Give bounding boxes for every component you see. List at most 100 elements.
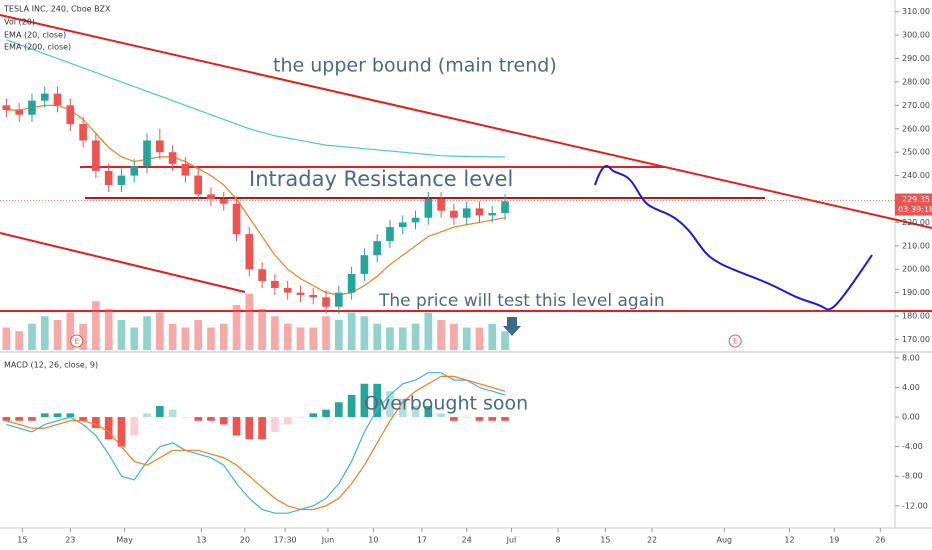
- candle-body: [168, 152, 177, 164]
- macd-histogram-bar: [450, 417, 458, 421]
- candle-body: [360, 255, 369, 274]
- annotation: Overbought soon: [364, 393, 528, 415]
- macd-histogram-bar: [462, 417, 471, 418]
- x-tick-label: 19: [829, 536, 839, 545]
- candle-body: [322, 297, 330, 307]
- x-tick-label: 15: [17, 536, 27, 545]
- volume-bar: [155, 312, 164, 350]
- volume-bar: [360, 316, 369, 350]
- macd-histogram-bar: [40, 413, 49, 418]
- macd-histogram-bar: [194, 417, 203, 421]
- candle-body: [2, 105, 11, 111]
- macd-histogram-bar: [79, 417, 87, 421]
- volume-bar: [130, 327, 139, 350]
- x-tick-label: 22: [647, 536, 657, 545]
- trend-line: [0, 232, 246, 293]
- macd-histogram-bar: [53, 413, 62, 418]
- volume-bar: [475, 327, 484, 350]
- macd-histogram-bar: [28, 417, 36, 421]
- candle-body: [475, 208, 484, 216]
- volume-bar: [207, 327, 215, 350]
- signal-line: [6, 375, 506, 511]
- candle-body: [143, 140, 151, 167]
- candle-body: [117, 175, 126, 185]
- ema-line: [6, 39, 506, 158]
- y2-tick-label: 0.00: [902, 413, 920, 422]
- volume-bar: [322, 316, 330, 350]
- arrow-icon: [503, 317, 521, 336]
- candle-body: [450, 210, 458, 218]
- x-tick-label: May: [116, 536, 133, 545]
- x-tick-label: 17:30: [274, 536, 297, 545]
- macd-histogram-bar: [207, 417, 215, 421]
- x-tick-label: 17: [417, 536, 427, 545]
- volume-bar: [15, 331, 24, 350]
- x-tick-label: Jul: [506, 536, 517, 545]
- volume-bar: [488, 323, 497, 350]
- y-tick-label: 170.00: [902, 335, 930, 344]
- indicator-label: EMA (20, close): [4, 31, 66, 40]
- candle-body: [28, 100, 36, 115]
- macd-histogram-bar: [488, 417, 497, 421]
- countdown-label: 03:39:18: [898, 205, 932, 214]
- y-tick-label: 300.00: [902, 31, 930, 40]
- macd-histogram-bar: [232, 417, 241, 436]
- candle-body: [219, 198, 228, 204]
- volume-bar: [53, 320, 62, 350]
- x-tick-label: 10: [368, 536, 378, 545]
- ema-line: [6, 104, 506, 296]
- last-price-label: 229.35: [902, 195, 930, 204]
- volume-bar: [181, 327, 190, 350]
- y-tick-label: 280.00: [902, 77, 930, 86]
- macd-histogram-bar: [117, 417, 126, 447]
- candle-body: [488, 213, 497, 216]
- macd-histogram-bar: [309, 413, 318, 418]
- candle-body: [373, 241, 382, 256]
- volume-bar: [424, 312, 433, 350]
- volume-bar: [66, 312, 75, 350]
- macd-histogram-bar: [181, 417, 190, 418]
- macd-histogram-bar: [334, 402, 343, 418]
- y-tick-label: 260.00: [902, 124, 930, 133]
- last-price-box: [895, 193, 932, 216]
- macd-label: MACD (12, 26, close, 9): [4, 361, 98, 370]
- volume-bar: [398, 327, 407, 350]
- volume-bar: [373, 323, 382, 350]
- candle-body: [411, 217, 420, 223]
- macd-histogram-bar: [437, 413, 445, 418]
- volume-bar: [92, 301, 100, 350]
- candle-body: [92, 140, 100, 171]
- candle-body: [130, 166, 139, 176]
- macd-histogram-bar: [322, 409, 330, 418]
- trend-line: [0, 14, 932, 229]
- macd-histogram-bar: [411, 405, 420, 418]
- candle-body: [245, 234, 254, 270]
- macd-histogram-bar: [424, 405, 433, 418]
- volume-bar: [79, 323, 87, 350]
- candle-body: [40, 93, 49, 101]
- y-tick-label: 180.00: [902, 312, 930, 321]
- macd-histogram-bar: [398, 398, 407, 418]
- candle-body: [181, 163, 190, 176]
- macd-histogram-bar: [475, 417, 484, 421]
- candle-body: [424, 198, 433, 218]
- y2-tick-label: 4.00: [902, 383, 920, 392]
- candle-body: [15, 110, 24, 115]
- volume-bar: [2, 327, 11, 350]
- candle-body: [334, 292, 343, 307]
- x-tick-label: 23: [65, 536, 75, 545]
- earnings-label: E: [74, 338, 78, 346]
- volume-bar: [28, 323, 36, 350]
- candle-body: [155, 140, 164, 153]
- earnings-label: E: [733, 338, 737, 346]
- y2-tick-label: 8.00: [902, 353, 920, 362]
- volume-bar: [450, 323, 458, 350]
- volume-bar: [283, 323, 292, 350]
- volume-bar: [194, 320, 203, 350]
- earnings-marker: [70, 334, 84, 348]
- volume-bar: [143, 316, 151, 350]
- candle-body: [347, 273, 356, 293]
- indicator-label: EMA (200, close): [4, 43, 71, 52]
- candle-body: [207, 194, 215, 199]
